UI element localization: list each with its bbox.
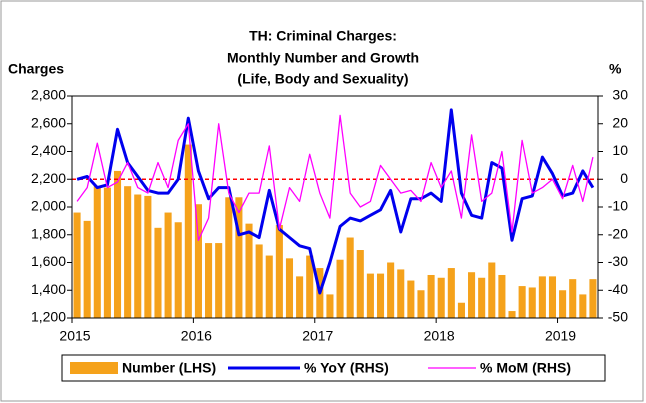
bar xyxy=(194,204,202,318)
bar xyxy=(528,287,536,318)
bar xyxy=(326,294,334,318)
bar xyxy=(83,220,91,318)
y-tick-label: 1,200 xyxy=(31,309,66,325)
bar xyxy=(275,225,283,318)
bar xyxy=(387,262,395,318)
chart-title: Monthly Number and Growth xyxy=(227,50,419,66)
bar xyxy=(589,279,597,318)
bar xyxy=(255,244,263,318)
bar xyxy=(174,222,182,318)
legend: Number (LHS) % YoY (RHS) % MoM (RHS) xyxy=(61,354,606,382)
y2-tick-label: -20 xyxy=(608,225,628,241)
bar xyxy=(569,279,577,318)
bar xyxy=(437,277,445,318)
y-axis-label: Charges xyxy=(8,61,64,77)
bar xyxy=(184,144,192,318)
x-tick-label: 2017 xyxy=(302,328,333,344)
bar xyxy=(498,274,506,318)
y-tick-label: 2,600 xyxy=(31,114,66,130)
legend-swatch xyxy=(70,362,118,374)
y-tick-label: 1,600 xyxy=(31,253,66,269)
bar xyxy=(579,294,587,318)
bar xyxy=(103,187,111,318)
bar xyxy=(478,277,486,318)
chart-title: TH: Criminal Charges: xyxy=(249,28,397,44)
bar xyxy=(559,290,567,318)
bar xyxy=(548,276,557,318)
bar xyxy=(296,276,304,318)
bar xyxy=(285,258,294,318)
y-tick-label: 2,800 xyxy=(31,87,66,103)
bar xyxy=(538,276,546,318)
chart-title: (Life, Body and Sexuality) xyxy=(237,71,408,87)
legend-label: % MoM (RHS) xyxy=(480,360,571,376)
y-tick-label: 1,800 xyxy=(31,225,66,241)
bar xyxy=(468,272,476,318)
x-tick-label: 2018 xyxy=(424,328,455,344)
bar xyxy=(124,186,132,318)
bar xyxy=(73,212,81,318)
legend-label: % YoY (RHS) xyxy=(304,360,389,376)
bar xyxy=(447,268,455,318)
bar xyxy=(245,223,253,318)
bar xyxy=(356,250,364,318)
bar xyxy=(376,273,385,318)
bar xyxy=(306,255,314,318)
bar xyxy=(93,186,101,318)
y2-tick-label: -50 xyxy=(608,309,628,325)
y-tick-label: 2,200 xyxy=(31,170,66,186)
bar xyxy=(134,194,142,318)
y2-tick-label: -10 xyxy=(608,198,628,214)
y2-tick-label: -30 xyxy=(608,253,628,269)
y2-tick-label: 10 xyxy=(612,142,628,158)
y2-tick-label: -40 xyxy=(608,281,628,297)
x-tick-label: 2015 xyxy=(59,328,90,344)
y2-axis-label: % xyxy=(609,61,622,77)
bar xyxy=(518,286,526,318)
bar xyxy=(154,227,162,318)
y-tick-label: 2,400 xyxy=(31,142,66,158)
y2-tick-label: 30 xyxy=(612,87,628,103)
bar xyxy=(164,212,172,318)
line-series xyxy=(76,114,594,241)
bar xyxy=(336,259,344,318)
bar xyxy=(397,269,405,318)
bar xyxy=(366,273,374,318)
legend-box xyxy=(61,354,606,382)
bar xyxy=(427,274,435,318)
bar xyxy=(508,311,516,318)
y-tick-label: 2,000 xyxy=(31,198,66,214)
y2-tick-label: 20 xyxy=(612,114,628,130)
x-tick-label: 2016 xyxy=(181,328,212,344)
bar xyxy=(235,197,243,318)
bar xyxy=(144,195,152,318)
bar xyxy=(215,243,223,318)
bar xyxy=(346,237,354,318)
bar xyxy=(488,262,496,318)
bar xyxy=(265,255,273,318)
bar xyxy=(457,302,465,318)
y2-tick-label: 0 xyxy=(620,170,628,186)
legend-label: Number (LHS) xyxy=(122,360,216,376)
bar xyxy=(407,280,415,318)
bar xyxy=(225,197,233,318)
bar xyxy=(205,243,213,318)
x-tick-label: 2019 xyxy=(545,328,576,344)
bar xyxy=(417,290,425,318)
y-tick-label: 1,400 xyxy=(31,281,66,297)
line-series xyxy=(76,108,595,295)
bar xyxy=(113,170,122,318)
